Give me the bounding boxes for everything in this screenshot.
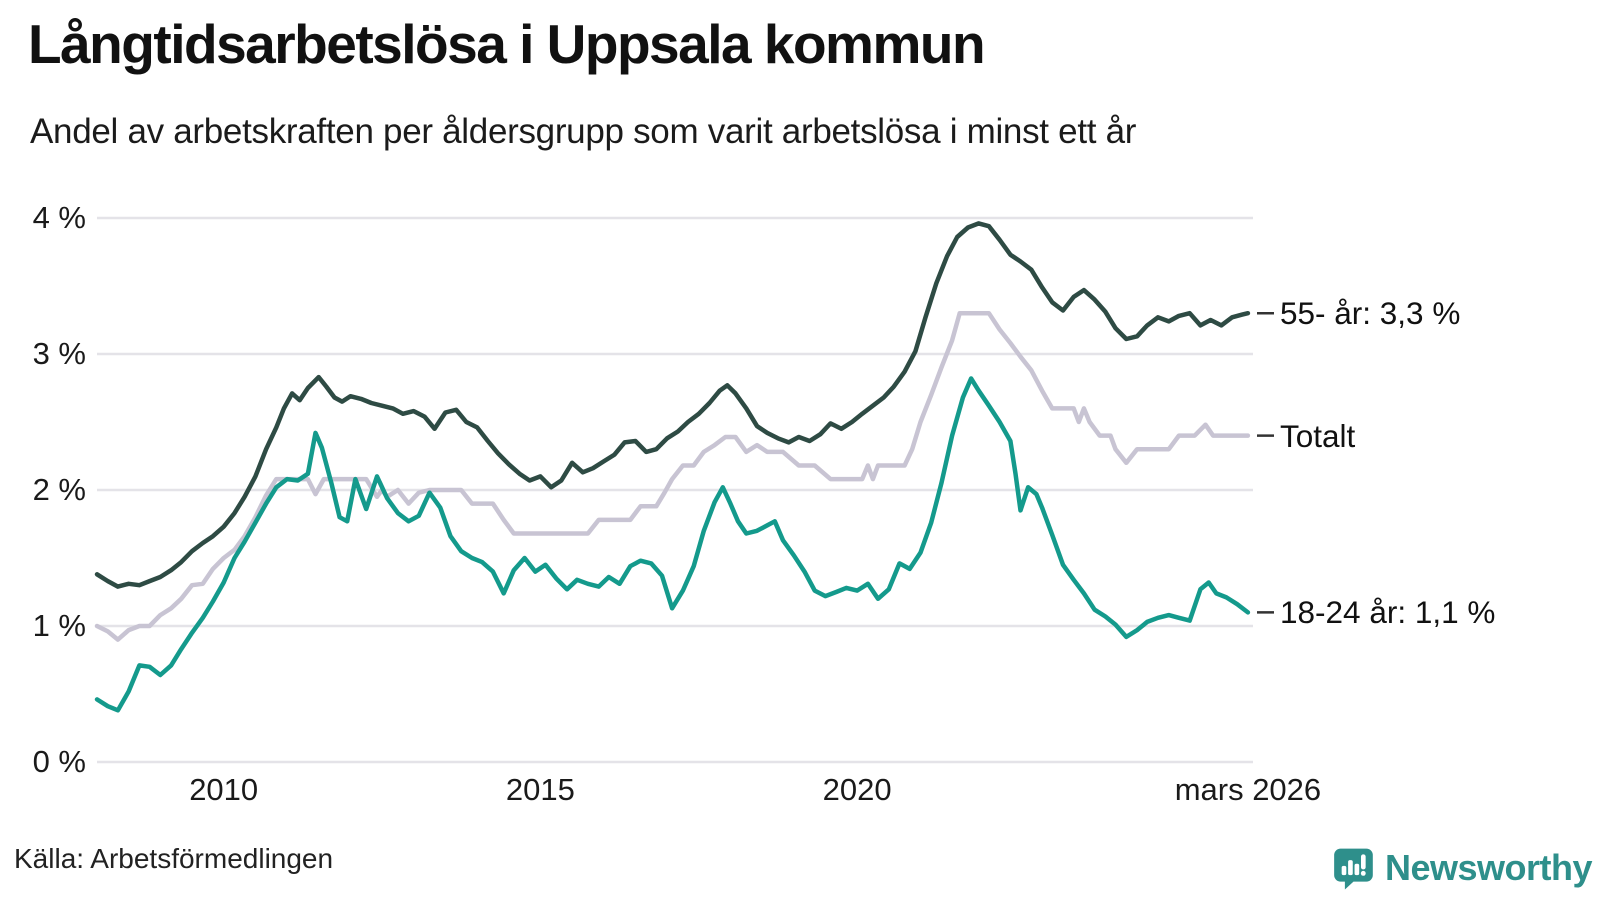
x-axis-tick-label: mars 2026 (1174, 772, 1322, 807)
speech-bubble-bar-chart-icon (1334, 848, 1373, 890)
page-subtitle: Andel av arbetskraften per åldersgrupp s… (30, 112, 1137, 151)
x-axis-tick-label: 2010 (189, 772, 259, 807)
series-end-label-Totalt: Totalt (1280, 417, 1356, 454)
y-axis-tick-label: 3 % (32, 336, 86, 371)
brand-logo: Newsworthy (1332, 838, 1593, 898)
x-axis-tick-label: 2020 (822, 772, 892, 807)
y-axis-tick-label: 4 % (32, 200, 86, 235)
series-end-label-18-24-r: 18-24 år: 1,1 % (1280, 594, 1496, 631)
y-axis-tick-label: 1 % (32, 608, 86, 643)
brand-name: Newsworthy (1384, 847, 1593, 888)
series-line-18-24-r (94, 376, 1251, 713)
source-note: Källa: Arbetsförmedlingen (14, 843, 334, 874)
series-end-label-55-r: 55- år: 3,3 % (1280, 295, 1461, 332)
series-line-55-r (94, 221, 1251, 589)
series-line-Totalt (94, 310, 1251, 642)
y-axis-tick-label: 0 % (32, 744, 86, 779)
page-title: Långtidsarbetslösa i Uppsala kommun (28, 13, 986, 75)
x-axis-tick-label: 2015 (505, 772, 575, 807)
y-axis-tick-label: 2 % (32, 472, 86, 507)
